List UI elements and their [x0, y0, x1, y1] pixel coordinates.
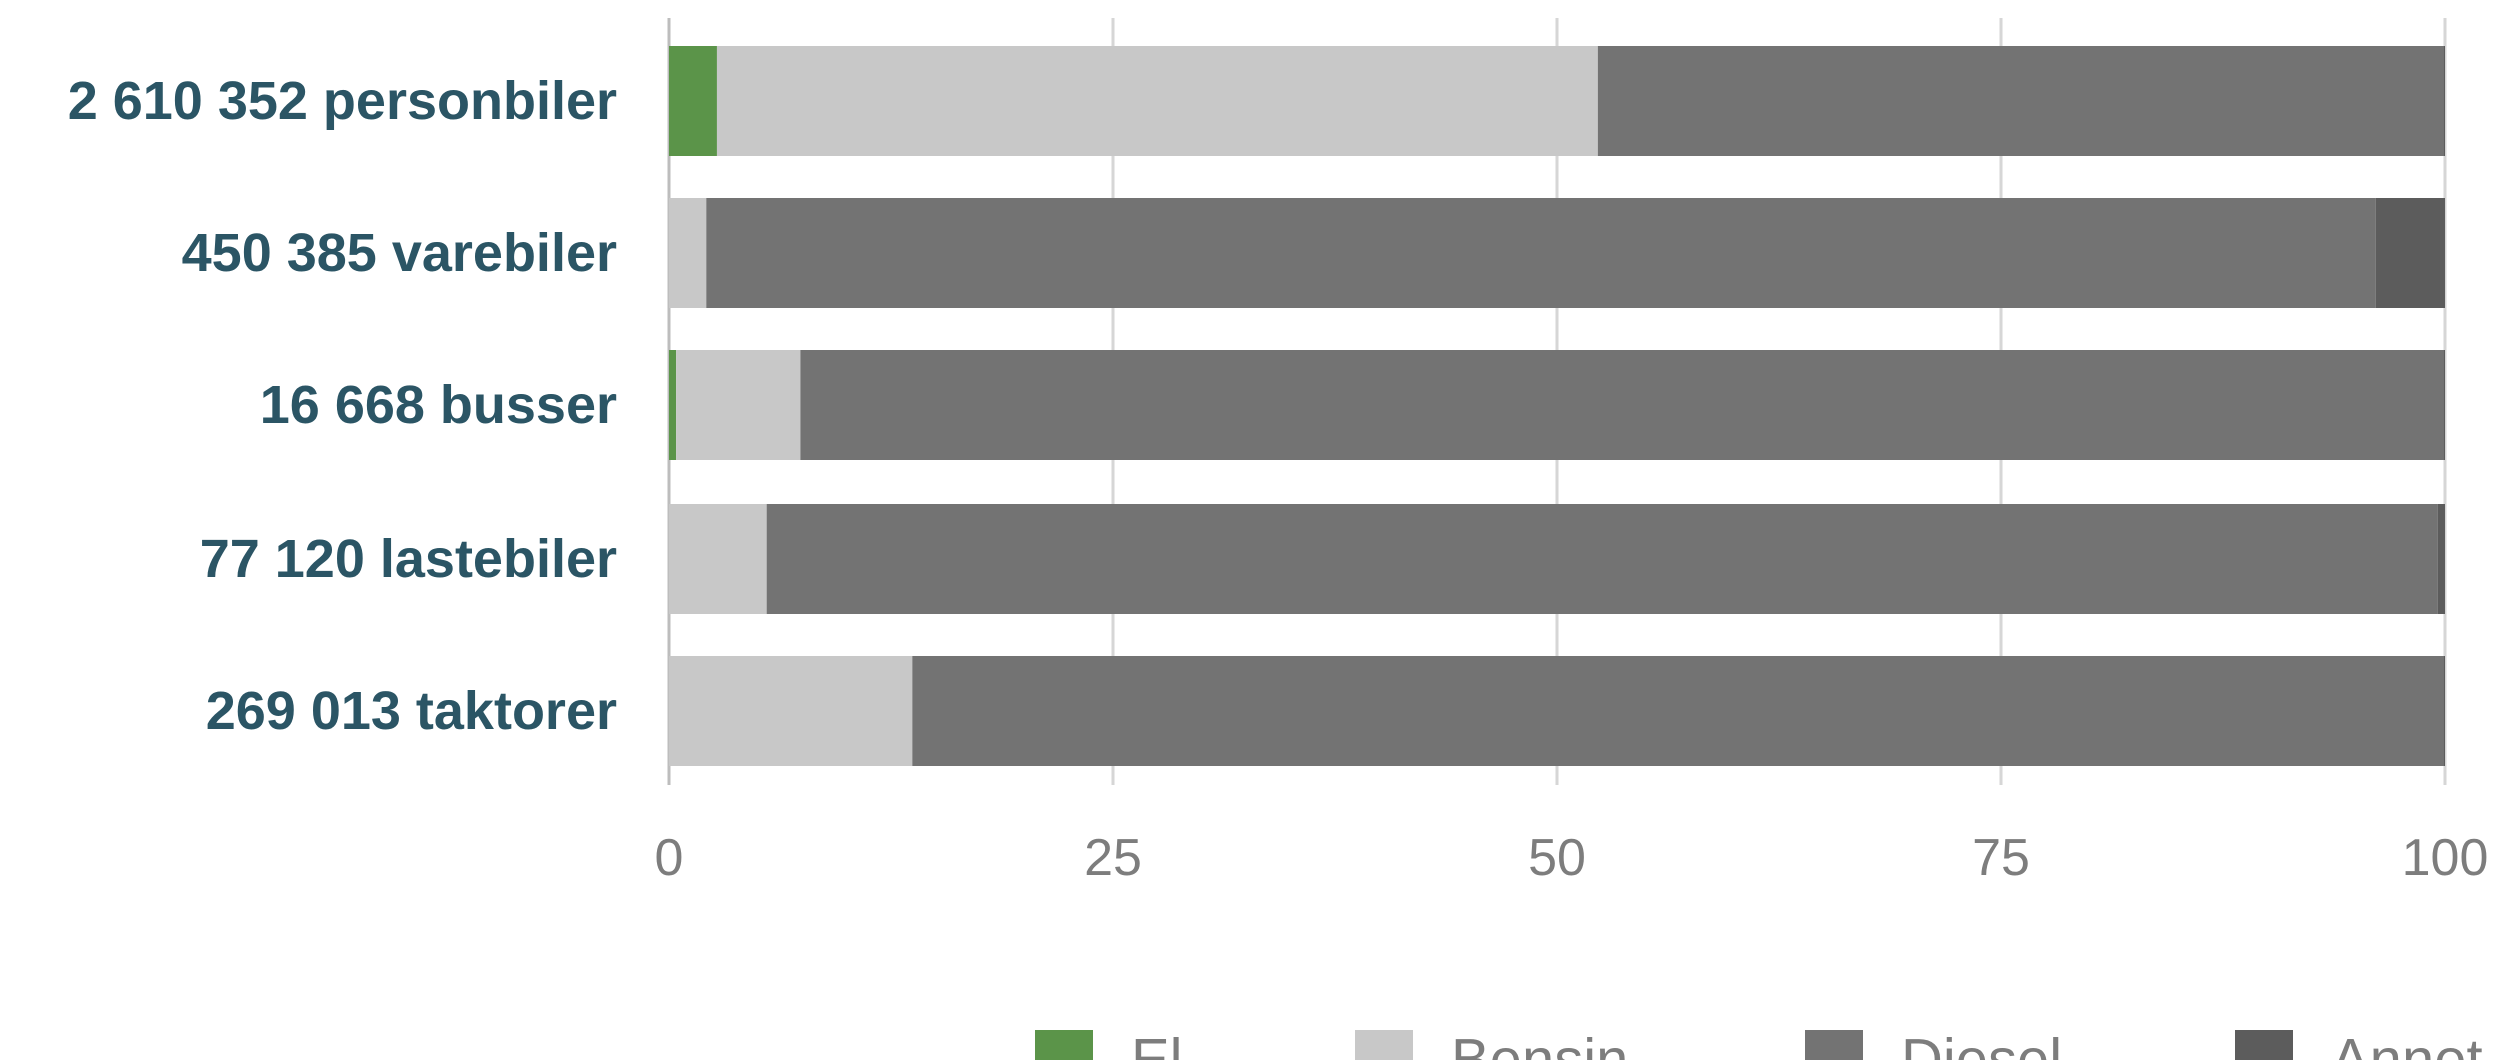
x-tick-label: 100	[2402, 829, 2489, 887]
bar-segment-annet	[2375, 198, 2445, 308]
bar-segment-diesel	[800, 350, 2444, 460]
bars	[669, 46, 2445, 766]
bar-segment-bensin	[716, 46, 1598, 156]
x-tick-label: 75	[1972, 829, 2030, 887]
bar-segment-bensin	[669, 504, 767, 614]
x-tick-label: 50	[1528, 829, 1586, 887]
bar-segment-el	[669, 350, 677, 460]
category-labels: 2 610 352 personbiler 450 385 varebiler 16…	[68, 71, 617, 741]
bar-segment-diesel	[1597, 46, 2444, 156]
legend-swatch-el	[1035, 1030, 1093, 1060]
bar-segment-diesel	[766, 504, 2438, 614]
bar-segment-annet	[2437, 504, 2445, 614]
legend-swatch-bensin	[1355, 1030, 1413, 1060]
bar-segment-el	[669, 46, 717, 156]
legend-label: Annet	[2331, 1028, 2483, 1060]
bar-segment-annet	[2443, 656, 2445, 766]
category-label: 2 610 352 personbiler	[68, 71, 617, 131]
category-label: 269 013 taktorer	[206, 681, 617, 741]
category-label: 16 668 busser	[260, 375, 617, 435]
category-label: 450 385 varebiler	[182, 223, 617, 283]
legend: El Bensin Diesel Annet	[1035, 1028, 2483, 1060]
bar-segment-diesel	[912, 656, 2444, 766]
x-tick-label: 0	[655, 829, 684, 887]
legend-label: El	[1131, 1028, 1183, 1060]
legend-swatch-annet	[2235, 1030, 2293, 1060]
category-label: 77 120 lastebiler	[200, 529, 617, 589]
bar-segment-annet	[2443, 46, 2445, 156]
x-axis-ticks: 0 25 50 75 100	[655, 829, 2489, 887]
bar-segment-diesel	[706, 198, 2376, 308]
x-tick-label: 25	[1084, 829, 1142, 887]
bar-segment-bensin	[669, 198, 707, 308]
legend-swatch-diesel	[1805, 1030, 1863, 1060]
bar-segment-annet	[2443, 350, 2445, 460]
bar-segment-bensin	[669, 656, 913, 766]
legend-label: Diesel	[1901, 1028, 2062, 1060]
bar-segment-bensin	[676, 350, 801, 460]
legend-label: Bensin	[1451, 1028, 1628, 1060]
